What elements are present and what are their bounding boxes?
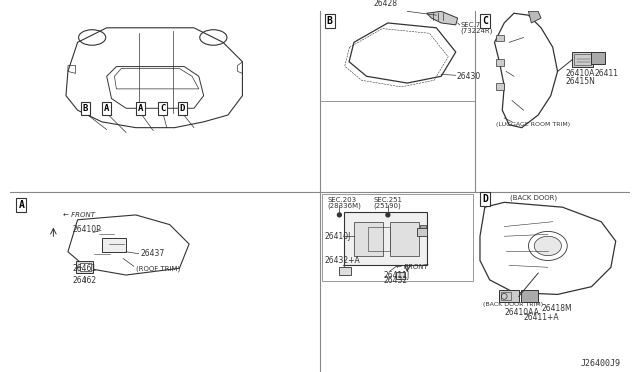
Text: C: C bbox=[160, 104, 166, 113]
Text: D: D bbox=[482, 195, 488, 204]
Bar bbox=[497, 35, 504, 41]
Text: B: B bbox=[83, 104, 88, 113]
Text: ← FRONT: ← FRONT bbox=[396, 264, 428, 270]
Bar bbox=[322, 193, 473, 281]
Bar bbox=[420, 225, 426, 228]
Text: (25190): (25190) bbox=[373, 203, 401, 209]
Bar bbox=[354, 222, 383, 256]
Text: 26432+A: 26432+A bbox=[325, 256, 360, 265]
Text: (28336M): (28336M) bbox=[328, 203, 362, 209]
Text: 26437: 26437 bbox=[141, 249, 165, 258]
Text: SEC.738: SEC.738 bbox=[461, 22, 490, 28]
Text: 26411J: 26411J bbox=[383, 270, 409, 279]
Bar bbox=[76, 262, 93, 273]
Text: 26411: 26411 bbox=[595, 70, 618, 78]
Text: 26461: 26461 bbox=[73, 264, 97, 273]
Text: (BACK DOOR): (BACK DOOR) bbox=[509, 194, 557, 201]
Text: 26410P: 26410P bbox=[73, 225, 102, 234]
Text: SEC.251: SEC.251 bbox=[373, 198, 403, 203]
Text: ← FRONT: ← FRONT bbox=[63, 212, 95, 218]
Bar bbox=[79, 263, 91, 271]
Text: (BACK DOOR TRIM): (BACK DOOR TRIM) bbox=[483, 302, 543, 307]
Text: SEC.203: SEC.203 bbox=[328, 198, 357, 203]
Text: (73224R): (73224R) bbox=[461, 28, 493, 34]
Bar bbox=[369, 227, 390, 251]
Circle shape bbox=[337, 213, 341, 217]
Text: B: B bbox=[327, 16, 333, 26]
Bar bbox=[417, 228, 427, 236]
Text: J26400J9: J26400J9 bbox=[580, 359, 621, 368]
Text: 26430: 26430 bbox=[457, 72, 481, 81]
Bar bbox=[572, 52, 593, 67]
Text: A: A bbox=[138, 104, 143, 113]
Bar bbox=[501, 292, 511, 300]
Text: A: A bbox=[104, 104, 109, 113]
Text: 26462: 26462 bbox=[73, 276, 97, 285]
Text: 26410A: 26410A bbox=[565, 70, 595, 78]
Bar bbox=[344, 212, 427, 265]
Text: 26428: 26428 bbox=[374, 0, 398, 9]
Text: A: A bbox=[19, 200, 24, 210]
Polygon shape bbox=[529, 11, 541, 23]
Bar bbox=[396, 272, 405, 279]
Ellipse shape bbox=[534, 236, 561, 256]
Text: 26410AA: 26410AA bbox=[504, 308, 539, 317]
Text: 26410J: 26410J bbox=[325, 232, 351, 241]
Bar bbox=[339, 267, 351, 275]
Bar bbox=[574, 54, 591, 65]
Bar bbox=[497, 83, 504, 90]
Circle shape bbox=[386, 213, 390, 217]
Bar bbox=[497, 59, 504, 65]
Text: C: C bbox=[482, 16, 488, 26]
Text: 26411+A: 26411+A bbox=[524, 313, 559, 322]
Bar bbox=[102, 238, 126, 252]
Text: D: D bbox=[180, 104, 185, 113]
Text: 26418M: 26418M bbox=[541, 304, 572, 313]
Bar bbox=[390, 222, 419, 256]
Text: 26432: 26432 bbox=[383, 276, 407, 285]
Polygon shape bbox=[427, 11, 458, 25]
Text: (LUGGAGE ROOM TRIM): (LUGGAGE ROOM TRIM) bbox=[497, 122, 571, 127]
Bar bbox=[499, 289, 519, 302]
Bar bbox=[521, 289, 538, 302]
Bar bbox=[591, 52, 605, 64]
Text: (ROOF TRIM): (ROOF TRIM) bbox=[136, 265, 180, 272]
Text: 26415N: 26415N bbox=[565, 77, 595, 86]
